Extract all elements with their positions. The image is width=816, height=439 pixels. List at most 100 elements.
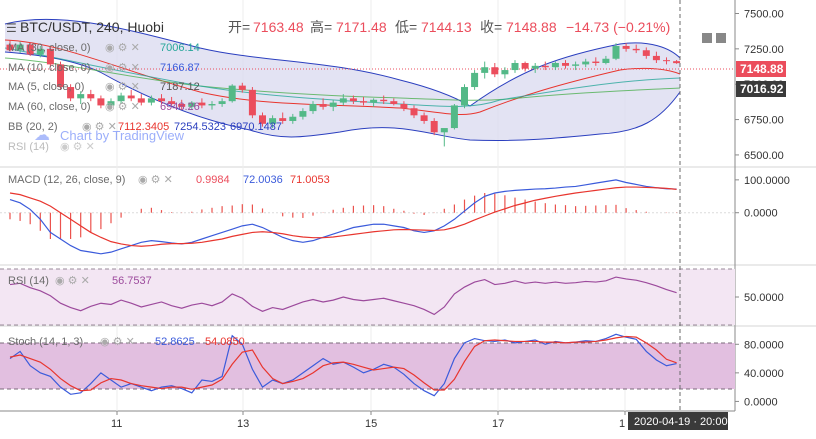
ma-price-value: 7016.92 — [740, 82, 784, 96]
candle-body — [652, 55, 660, 61]
macd-axis-label: 0.0000 — [744, 208, 778, 220]
low-label: 低= — [395, 19, 417, 35]
candle-body — [511, 62, 519, 71]
symbol-header: ☰ BTC/USDT, 240, Huobi 开= 7163.48 高= 717… — [6, 19, 670, 35]
candle-body — [67, 87, 75, 99]
menu-icon[interactable]: ☰ — [6, 21, 17, 35]
candle-body — [269, 118, 277, 124]
time-axis-label: 11 — [111, 418, 122, 430]
candle-body — [642, 50, 650, 56]
candle-body — [622, 46, 630, 49]
rsi-value: 56.7537 — [112, 275, 152, 287]
candle-body — [531, 65, 539, 69]
candle-body — [97, 98, 105, 106]
candle-body — [259, 115, 266, 124]
ma60-legend-label[interactable]: MA (60, close, 0) — [8, 101, 91, 113]
legend-controls-icon[interactable]: ◉ ⚙ ✕ — [138, 174, 173, 186]
time-axis-label: 15 — [365, 418, 377, 430]
candle-body — [16, 44, 24, 51]
ma10-legend-value: 7166.87 — [160, 62, 200, 74]
time-tag — [628, 412, 728, 430]
candle-body — [309, 104, 317, 112]
candle-body — [188, 102, 196, 107]
candle-body — [77, 94, 85, 99]
price-axis-label: 7500.00 — [744, 8, 784, 20]
pane-minimize-icon[interactable] — [702, 33, 712, 43]
stoch-d-line — [9, 335, 677, 392]
stoch-d-value: 54.0850 — [205, 336, 245, 348]
candle-body — [279, 118, 287, 121]
bb-lower-line — [4, 51, 681, 142]
legend-controls-icon[interactable]: ◉ ⚙ ✕ — [82, 121, 117, 133]
bb-basis-value: 7112.3405 — [118, 121, 169, 133]
pane-controls[interactable] — [702, 33, 726, 43]
stoch-pane — [9, 333, 677, 397]
candle-body — [107, 101, 115, 106]
candle-body — [137, 98, 145, 103]
legend-controls-icon[interactable]: ◉ ⚙ ✕ — [60, 141, 95, 153]
price-axis-label: 6500.00 — [744, 150, 784, 162]
time-axis[interactable]: 11 13 15 17 1 — [111, 411, 626, 430]
candle-body — [501, 70, 509, 75]
ma-price-tag — [736, 81, 786, 97]
candle-body — [87, 94, 95, 99]
stoch-legend-label[interactable]: Stoch (14, 1, 3) — [8, 336, 83, 348]
pane-maximize-icon[interactable] — [716, 33, 726, 43]
symbol-title[interactable]: BTC/USDT, 240, Huobi — [20, 19, 164, 35]
stoch-k-value: 52.8625 — [155, 336, 195, 348]
candle-body — [178, 104, 186, 107]
bb-basis-line — [4, 39, 681, 116]
legend-controls-icon[interactable]: ◉ ⚙ ✕ — [105, 62, 140, 74]
legend-controls-icon[interactable]: ◉ ⚙ ✕ — [105, 42, 140, 54]
candle-body — [339, 98, 347, 103]
candle-body — [440, 128, 448, 133]
candle-body — [248, 89, 256, 116]
candle-body — [612, 46, 620, 59]
macd-pane — [0, 179, 735, 255]
rsi-legend-label[interactable]: RSI (14) — [8, 275, 49, 287]
stoch-axis-label: 40.0000 — [744, 368, 784, 380]
price-axis-label: 6750.00 — [744, 115, 784, 127]
legend-controls-icon[interactable]: ◉ ⚙ ✕ — [105, 81, 140, 93]
candle-body — [349, 98, 357, 102]
ma5-legend-label[interactable]: MA (5, close, 0) — [8, 81, 84, 93]
candle-body — [299, 111, 307, 117]
candle-body — [420, 115, 428, 121]
macd-signal-value: 71.0053 — [290, 174, 330, 186]
candle-body — [390, 101, 398, 105]
legend-controls-icon[interactable]: ◉ ⚙ ✕ — [55, 275, 90, 287]
rsi-hidden-legend-label[interactable]: RSI (14) — [8, 141, 49, 153]
open-label: 开= — [228, 19, 250, 35]
candle-body — [46, 48, 54, 65]
candle-body — [329, 102, 337, 107]
bb-lower-value: 6970.1487 — [230, 121, 282, 133]
macd-hist-value: 0.9984 — [196, 174, 230, 186]
macd-signal-line — [9, 186, 677, 247]
bb-legend-label[interactable]: BB (20, 2) — [8, 121, 58, 133]
open-value: 7163.48 — [253, 19, 304, 35]
legend-controls-icon[interactable]: ◉ ⚙ ✕ — [105, 101, 140, 113]
candle-body — [461, 87, 468, 106]
last-price-tag — [736, 61, 786, 77]
candle-body — [410, 108, 418, 116]
candles — [6, 40, 681, 147]
candle-body — [572, 64, 580, 66]
legend-controls-icon[interactable]: ◉ ⚙ ✕ — [100, 336, 135, 348]
ma30-legend-label[interactable]: MA (30, close, 0) — [8, 42, 91, 54]
macd-legend-label[interactable]: MACD (12, 26, close, 9) — [8, 174, 125, 186]
rsi-axis-label: 50.0000 — [744, 292, 784, 304]
change-value: −14.73 (−0.21%) — [566, 19, 670, 35]
candle-body — [198, 102, 206, 106]
time-tag-value: 2020-04-19 · 20:00 — [634, 416, 728, 428]
candle-body — [551, 62, 559, 68]
ma10-legend-label[interactable]: MA (10, close, 0) — [8, 62, 91, 74]
low-value: 7144.13 — [421, 19, 472, 35]
ma60-legend-value: 6948.26 — [160, 101, 200, 113]
time-axis-label: 17 — [492, 418, 504, 430]
candle-body — [147, 98, 155, 103]
candle-body — [319, 104, 327, 107]
macd-line — [9, 179, 677, 255]
ma30-line — [4, 47, 681, 107]
tradingview-logo-icon: ☁ — [34, 127, 50, 144]
